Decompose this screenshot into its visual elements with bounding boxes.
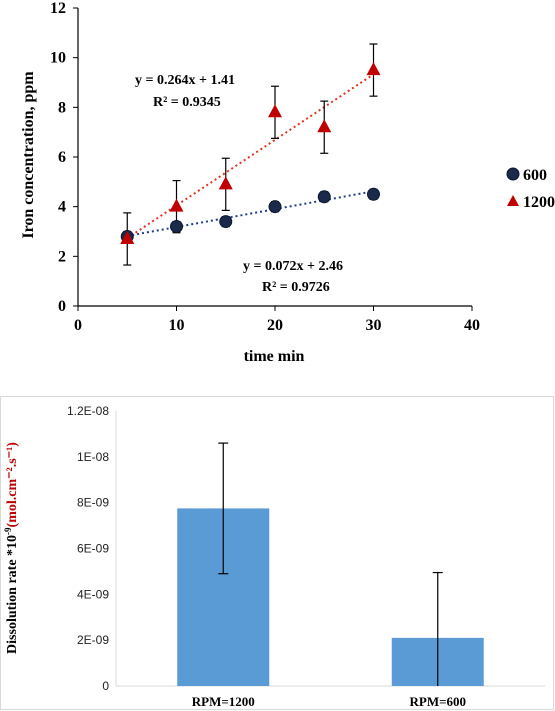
bottom-y-tick-label: 6E-09 (77, 542, 109, 556)
legend-label-600: 600 (523, 167, 547, 184)
plot-frame (0, 396, 554, 710)
y-tick-label: 4 (58, 199, 66, 216)
trendline-equation-600: y = 0.072x + 2.46 (243, 259, 343, 274)
y-tick-label: 6 (58, 149, 66, 166)
legend: 600 1200 (506, 167, 555, 211)
data-point-600 (317, 190, 331, 204)
y-tick-label: 2 (58, 248, 66, 265)
iron-concentration-chart: 0 2 4 6 8 10 12 0 10 20 30 40 y = 0.264x + 1.41 R² … (20, 0, 555, 365)
top-tick-labels: 0 2 4 6 8 10 12 0 10 20 30 40 (50, 0, 480, 334)
top-trendlines (126, 73, 375, 240)
legend-label-1200: 1200 (523, 194, 555, 211)
y-tick-label: 12 (50, 0, 66, 17)
trendline-equation-1200: y = 0.264x + 1.41 (135, 73, 235, 88)
data-point-600 (268, 200, 282, 214)
bottom-y-tick-label: 0 (102, 679, 109, 693)
category-label: RPM=1200 (192, 694, 255, 709)
bottom-y-tick-label: 1.2E-08 (67, 404, 109, 418)
bottom-y-axis-title: Dissolution rate *10-9(mol.cm⁻².s⁻¹) (3, 442, 20, 654)
top-data-points (120, 62, 381, 244)
data-point-1200 (268, 104, 282, 118)
x-tick-label: 20 (267, 317, 283, 334)
trendline-r2-600: R² = 0.9726 (262, 280, 330, 295)
data-point-1200 (366, 62, 381, 76)
y-axis-title: Iron concentration, ppm (20, 71, 37, 239)
y-title-prefix: Dissolution rate *10 (5, 535, 20, 654)
bottom-y-tick-label: 1E-08 (77, 450, 109, 464)
bottom-error-bars (218, 442, 443, 686)
bottom-y-tick-label: 2E-09 (77, 633, 109, 647)
dissolution-rate-chart: 0 2E-09 4E-09 6E-09 8E-09 1E-08 1.2E-08 RPM=120… (0, 396, 554, 710)
data-point-600 (367, 187, 380, 201)
y-tick-label: 10 (50, 50, 66, 67)
x-tick-label: 30 (366, 317, 382, 334)
legend-marker-600 (506, 167, 520, 181)
data-point-1200 (317, 119, 332, 133)
data-point-1200 (120, 230, 135, 244)
bottom-y-tick-label: 4E-09 (77, 587, 109, 601)
y-tick-label: 0 (58, 298, 66, 315)
data-point-600 (219, 215, 233, 229)
trendline-1200 (126, 73, 375, 240)
trendline-r2-1200: R² = 0.9345 (153, 95, 221, 110)
x-axis-title: time min (244, 348, 305, 365)
x-tick-label: 10 (169, 317, 185, 334)
y-title-unit: (mol.cm⁻².s⁻¹) (5, 442, 20, 528)
data-point-1200 (169, 198, 184, 212)
y-tick-label: 8 (58, 99, 66, 116)
trendline-600 (127, 190, 374, 237)
legend-marker-1200 (507, 195, 519, 206)
data-point-1200 (218, 176, 233, 190)
bottom-tick-labels: 0 2E-09 4E-09 6E-09 8E-09 1E-08 1.2E-08 RPM=120… (67, 404, 466, 709)
data-point-600 (170, 220, 183, 234)
top-axes (73, 7, 473, 311)
bottom-y-tick-label: 8E-09 (77, 496, 109, 510)
category-label: RPM=600 (409, 694, 466, 709)
x-tick-label: 0 (74, 317, 82, 334)
x-tick-label: 40 (464, 317, 480, 334)
y-title-exponent: -9 (3, 527, 13, 535)
